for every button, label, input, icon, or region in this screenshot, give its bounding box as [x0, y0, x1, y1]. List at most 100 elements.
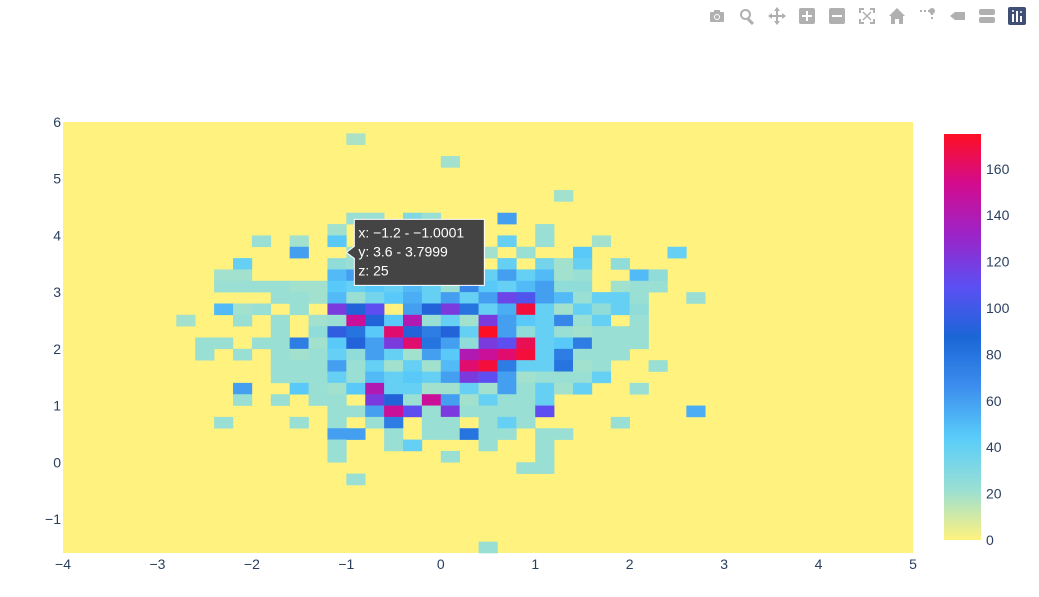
heatmap-cell[interactable] [478, 382, 498, 395]
heatmap-cell[interactable] [421, 360, 442, 372]
heatmap-cell[interactable] [610, 337, 630, 350]
heatmap-cell[interactable] [233, 280, 253, 293]
heatmap-cell[interactable] [459, 348, 479, 361]
heatmap-cell[interactable] [289, 235, 309, 248]
heatmap-cell[interactable] [459, 326, 479, 338]
heatmap-cell[interactable] [308, 394, 328, 406]
heatmap-cell[interactable] [629, 292, 649, 304]
heatmap-cell[interactable] [327, 416, 347, 429]
heatmap-cell[interactable] [403, 439, 423, 452]
heatmap-cell[interactable] [327, 258, 347, 270]
heatmap-cell[interactable] [610, 292, 630, 304]
heatmap-cell[interactable] [573, 360, 593, 372]
heatmap-cell[interactable] [384, 405, 404, 418]
heatmap-cell[interactable] [535, 382, 555, 395]
heatmap-cell[interactable] [289, 348, 309, 361]
heatmap-cell[interactable] [648, 360, 668, 372]
heatmap-cell[interactable] [327, 303, 347, 316]
heatmap-cell[interactable] [554, 280, 574, 293]
heatmap-cell[interactable] [384, 314, 404, 327]
heatmap-cell[interactable] [421, 314, 442, 327]
heatmap-cell[interactable] [327, 371, 347, 384]
heatmap-cell[interactable] [440, 326, 460, 338]
heatmap-cell[interactable] [195, 337, 215, 350]
heatmap-cell[interactable] [573, 246, 593, 259]
heatmap-cell[interactable] [327, 394, 347, 406]
heatmap-cell[interactable] [384, 428, 404, 440]
heatmap-cell[interactable] [535, 258, 555, 270]
heatmap-cell[interactable] [421, 212, 442, 225]
spikelines-icon[interactable] [913, 4, 941, 28]
heatmap-cell[interactable] [421, 292, 442, 304]
heatmap-cell[interactable] [591, 348, 612, 361]
heatmap-cell[interactable] [384, 371, 404, 384]
heatmap-cell[interactable] [535, 326, 555, 338]
heatmap-cell[interactable] [384, 292, 404, 304]
heatmap-cell[interactable] [554, 190, 574, 202]
heatmap-cell[interactable] [384, 348, 404, 361]
heatmap-cell[interactable] [327, 439, 347, 452]
heatmap-cell[interactable] [591, 303, 612, 316]
heatmap-cell[interactable] [459, 405, 479, 418]
heatmap-cell[interactable] [535, 462, 555, 474]
heatmap-cell[interactable] [478, 326, 498, 338]
heatmap-cell[interactable] [478, 303, 498, 316]
heatmap-cell[interactable] [459, 314, 479, 327]
heatmap-cell[interactable] [497, 405, 517, 418]
heatmap-cell[interactable] [535, 292, 555, 304]
heatmap-cell[interactable] [365, 337, 385, 350]
heatmap-cell[interactable] [478, 371, 498, 384]
heatmap-cell[interactable] [327, 337, 347, 350]
heatmap-cell[interactable] [233, 258, 253, 270]
heatmap-cell[interactable] [346, 292, 366, 304]
heatmap-cell[interactable] [327, 280, 347, 293]
heatmap-cell[interactable] [270, 394, 290, 406]
heatmap-cell[interactable] [554, 292, 574, 304]
heatmap-cell[interactable] [459, 428, 479, 440]
heatmap-cell[interactable] [610, 258, 630, 270]
zoom-icon[interactable] [733, 4, 761, 28]
hover-closest-icon[interactable] [943, 4, 971, 28]
heatmap-cell[interactable] [289, 303, 309, 316]
heatmap-cell[interactable] [327, 382, 347, 395]
heatmap-cell[interactable] [516, 303, 536, 316]
heatmap-cell[interactable] [403, 314, 423, 327]
heatmap-cell[interactable] [497, 382, 517, 395]
heatmap-cell[interactable] [384, 416, 404, 429]
heatmap-cell[interactable] [365, 360, 385, 372]
heatmap-cell[interactable] [289, 371, 309, 384]
heatmap-cell[interactable] [421, 394, 442, 406]
heatmap-cell[interactable] [573, 382, 593, 395]
heatmap-cell[interactable] [573, 326, 593, 338]
heatmap-cell[interactable] [270, 314, 290, 327]
heatmap-cell[interactable] [346, 405, 366, 418]
heatmap-cell[interactable] [403, 394, 423, 406]
heatmap-cell[interactable] [384, 382, 404, 395]
heatmap-cell[interactable] [535, 337, 555, 350]
heatmap-cell[interactable] [667, 246, 687, 259]
heatmap-cell[interactable] [365, 348, 385, 361]
heatmap-cell[interactable] [478, 428, 498, 440]
heatmap-cell[interactable] [289, 382, 309, 395]
heatmap-cell[interactable] [327, 224, 347, 236]
heatmap-cell[interactable] [308, 314, 328, 327]
heatmap-cell[interactable] [233, 348, 253, 361]
heatmap-cell[interactable] [554, 303, 574, 316]
heatmap-cell[interactable] [573, 348, 593, 361]
heatmap-cell[interactable] [629, 382, 649, 395]
heatmap-cell[interactable] [440, 382, 460, 395]
heatmap-cell[interactable] [629, 280, 649, 293]
heatmap-cell[interactable] [535, 405, 555, 418]
heatmap-cell[interactable] [629, 303, 649, 316]
camera-icon[interactable] [703, 4, 731, 28]
heatmap-cell[interactable] [195, 348, 215, 361]
heatmap-cell[interactable] [403, 382, 423, 395]
heatmap-cell[interactable] [648, 269, 668, 282]
heatmap-cell[interactable] [440, 314, 460, 327]
heatmap-cell[interactable] [686, 292, 706, 304]
heatmap-cell[interactable] [610, 348, 630, 361]
heatmap-cell[interactable] [554, 382, 574, 395]
heatmap-cell[interactable] [346, 348, 366, 361]
heatmap-cell[interactable] [440, 450, 460, 463]
heatmap-cell[interactable] [459, 394, 479, 406]
